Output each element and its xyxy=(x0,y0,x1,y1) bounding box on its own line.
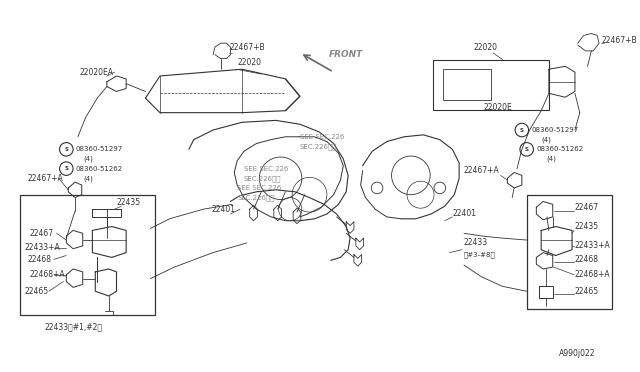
Text: 22020: 22020 xyxy=(237,58,261,67)
Text: SEE SEC.226: SEE SEC.226 xyxy=(244,166,288,171)
Text: (4): (4) xyxy=(84,156,93,162)
Text: 〈#3-#8〉: 〈#3-#8〉 xyxy=(464,251,496,258)
Text: A990j022: A990j022 xyxy=(559,349,595,359)
Text: S: S xyxy=(525,147,529,152)
Text: 22467: 22467 xyxy=(575,203,599,212)
Text: 22467+B: 22467+B xyxy=(602,36,637,45)
Text: SEE SEC.226: SEE SEC.226 xyxy=(300,134,344,140)
Text: 22468+A: 22468+A xyxy=(575,270,611,279)
Text: 08360-51262: 08360-51262 xyxy=(536,146,584,152)
Text: (4): (4) xyxy=(541,137,551,143)
Text: S: S xyxy=(65,147,68,152)
Text: 22020E: 22020E xyxy=(483,103,512,112)
Text: 22467+A: 22467+A xyxy=(28,174,63,183)
Text: 22433〈#1,#2〉: 22433〈#1,#2〉 xyxy=(44,323,102,331)
Text: (4): (4) xyxy=(84,175,93,182)
Text: 22433: 22433 xyxy=(464,238,488,247)
Text: 22467: 22467 xyxy=(29,229,54,238)
Text: S: S xyxy=(65,166,68,171)
Text: 22401: 22401 xyxy=(452,209,476,218)
Text: SEC.226参照: SEC.226参照 xyxy=(300,143,337,150)
Bar xyxy=(20,195,155,315)
Text: SEE SEC.226: SEE SEC.226 xyxy=(237,185,282,191)
Text: 22468: 22468 xyxy=(575,255,599,264)
Bar xyxy=(443,69,491,100)
Text: 22020EA: 22020EA xyxy=(80,68,114,77)
Bar xyxy=(527,195,612,308)
Text: 22435: 22435 xyxy=(575,222,599,231)
Text: SEC.226参照: SEC.226参照 xyxy=(244,175,282,182)
Text: 08360-51297: 08360-51297 xyxy=(76,146,124,152)
Text: FRONT: FRONT xyxy=(329,50,363,59)
Text: 22433+A: 22433+A xyxy=(25,243,61,252)
Text: SEC.226参照: SEC.226参照 xyxy=(237,194,275,201)
Text: 22435: 22435 xyxy=(116,198,141,207)
Text: 08360-51262: 08360-51262 xyxy=(76,166,123,171)
Text: S: S xyxy=(520,128,524,132)
Text: 22465: 22465 xyxy=(575,287,599,296)
Text: 08360-51297: 08360-51297 xyxy=(531,127,579,133)
Text: 22467+A: 22467+A xyxy=(464,166,500,175)
Text: 22020: 22020 xyxy=(474,42,498,52)
Bar xyxy=(433,60,549,110)
Text: 22467+B: 22467+B xyxy=(229,42,265,52)
Text: 22401: 22401 xyxy=(211,205,235,214)
Text: 22468: 22468 xyxy=(28,255,52,264)
Text: (4): (4) xyxy=(546,156,556,162)
Text: 22468+A: 22468+A xyxy=(29,270,65,279)
Text: 22433+A: 22433+A xyxy=(575,241,611,250)
Text: 22465: 22465 xyxy=(25,287,49,296)
